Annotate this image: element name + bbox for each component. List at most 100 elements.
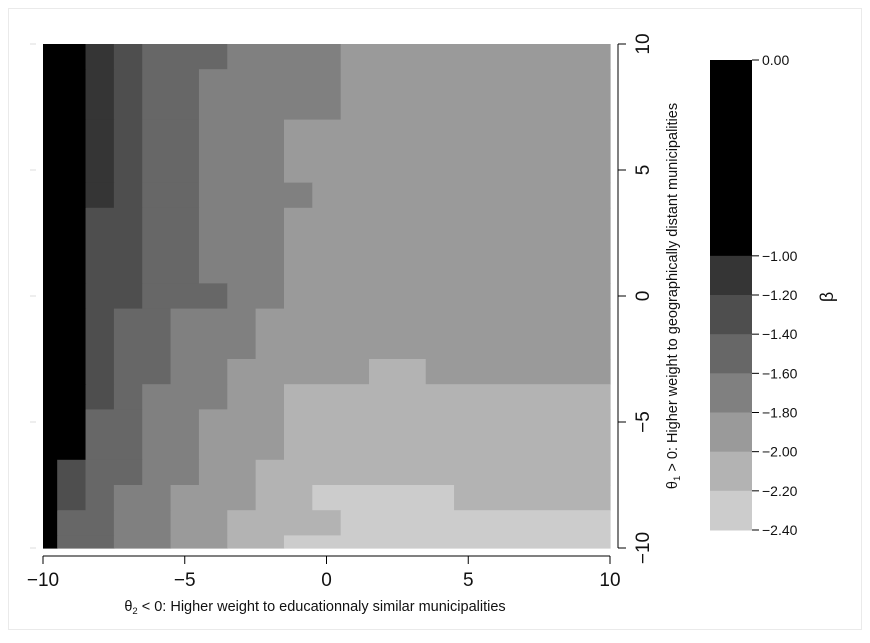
heatmap-cell [85,359,115,385]
heatmap-cell [227,283,285,310]
heatmap-cell [43,44,87,70]
y-tick-label: 5 [633,165,654,176]
svg-text:θ1 > 0: Higher weight to geogr: θ1 > 0: Higher weight to geographically … [665,103,683,489]
heatmap-cell [255,308,611,360]
x-axis-title: θ2 < 0: Higher weight to educationnaly s… [124,599,505,617]
colorbar-segment [710,60,752,257]
y-axis-title-symbol: θ [665,481,681,489]
heatmap-cell [113,535,172,549]
heatmap-cell [170,485,257,511]
y-axis-title-text: > 0: Higher weight to geographically dis… [665,103,681,476]
heatmap-cell [170,510,228,536]
heatmap-cell [57,459,87,486]
heatmap-cell [142,44,228,70]
colorbar-segment [710,255,752,296]
colorbar-tick-label: −2.40 [762,522,798,538]
colorbar-tick-label: −2.20 [762,483,798,499]
heatmap-cell [57,485,87,511]
heatmap-cell [85,384,115,410]
heatmap-cell [340,510,611,536]
heatmap-cell [43,359,87,385]
heatmap-cell [113,510,172,536]
heatmap-cell [227,510,285,536]
x-tick-label: −10 [27,570,59,591]
heatmap-cell [340,44,611,70]
colorbar-segment [710,451,752,492]
colorbar-segment [710,334,752,374]
heatmap-cell [170,308,257,360]
heatmap-cell [85,207,143,284]
heatmap-cell [283,535,611,549]
heatmap-cell [198,119,285,184]
heatmap-cell [312,182,611,209]
heatmap-cell [43,308,87,360]
heatmap-cell [43,459,58,486]
heatmap-cell [43,207,87,284]
heatmap-cell [113,485,172,511]
heatmap-cell [113,119,143,184]
heatmap-cell [227,359,370,385]
y-tick-label: 10 [633,33,654,54]
heatmap-cell [57,535,115,549]
heatmap-cell [198,69,342,121]
heatmap-cell [43,485,58,511]
heatmap-cell [142,119,200,184]
heatmap-cell [198,207,285,284]
heatmap-cell [255,485,313,511]
heatmap-cell [312,485,455,511]
heatmap-cell [85,69,115,121]
heatmap-cell [255,459,611,486]
y-tick-label: −10 [633,532,654,564]
heatmap-cell [85,409,143,461]
x-axis-title-subscript: 2 [132,606,137,617]
heatmap-cell [43,283,87,310]
heatmap-cell [369,359,427,385]
x-tick-label: −5 [174,570,196,591]
colorbar: 0.00 −1.00 −1.20 −1.40 −1.60 −1.80 −2.00 −2.20 −… [710,52,798,538]
heatmap-cell [198,182,313,209]
heatmap-cell [283,207,611,284]
heatmap-cell [43,384,87,410]
x-tick-label: 5 [463,570,474,591]
heatmap-cell [113,69,143,121]
axes: −10 −5 0 5 10 −10 −5 0 5 10 [27,33,654,591]
heatmap-cell [170,535,228,549]
heatmap-cell [142,409,200,461]
colorbar-tick-label: −1.00 [762,248,798,264]
x-tick-label: 0 [321,570,332,591]
heatmap-cell [283,119,611,184]
y-axis-title-subscript: 1 [672,476,683,481]
heatmap-cell [198,409,285,461]
colorbar-tick-label: −1.20 [762,287,798,303]
colorbar-tick-label: −1.80 [762,405,798,421]
heatmap-cell [142,182,200,209]
colorbar-segment [710,490,752,531]
heatmap-cell [283,409,611,461]
heatmap-cell [43,409,87,461]
heatmap-cell [142,207,200,284]
heatmap-cell [85,44,115,70]
heatmap-cells [43,44,611,549]
heatmap-cell [340,69,611,121]
heatmap-cell [43,535,58,549]
heatmap-cell [425,359,611,385]
colorbar-tick-label: 0.00 [762,52,789,68]
heatmap-cell [227,384,285,410]
heatmap-cell [43,69,87,121]
chart-frame [8,8,862,630]
heatmap-cell [43,119,87,184]
colorbar-segment [710,295,752,335]
colorbar-tick-label: −2.00 [762,444,798,460]
y-tick-label: 0 [633,291,654,302]
x-axis-title-symbol: θ [124,599,132,615]
colorbar-tick-label: −1.40 [762,326,798,342]
heatmap-cell [170,359,228,385]
heatmap-cell [85,485,115,511]
heatmap-cell [43,510,58,536]
heatmap-cell [283,283,611,310]
heatmap-cell [113,182,143,209]
heatmap-cell [142,283,228,310]
heatmap-cell [113,384,143,410]
y-tick-label: −5 [633,411,654,433]
